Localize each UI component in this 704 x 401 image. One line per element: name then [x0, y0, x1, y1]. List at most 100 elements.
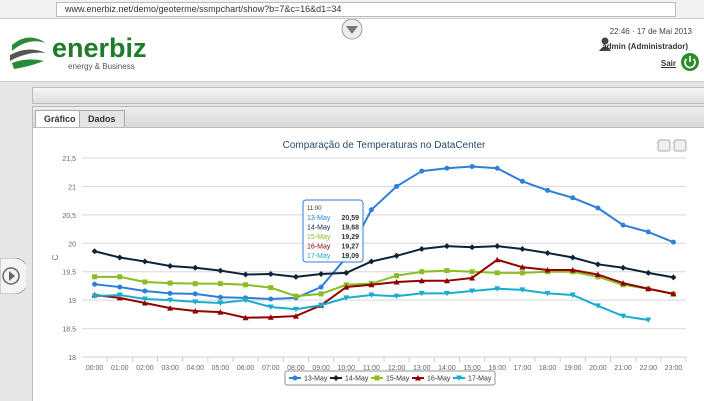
- tab[interactable]: Dados: [79, 110, 125, 127]
- point: [394, 273, 400, 279]
- y-tick-label: 19: [68, 298, 76, 305]
- side-toggle[interactable]: [0, 258, 26, 294]
- point: [393, 252, 400, 259]
- point: [117, 274, 123, 280]
- point: [519, 178, 525, 184]
- point: [192, 281, 198, 287]
- legend-symbol: [456, 375, 462, 381]
- address-bar[interactable]: www.enerbiz.net/demo/geoterme/ssmpchart/…: [56, 2, 676, 17]
- legend-label: 17-May: [468, 376, 492, 383]
- legend-symbol: [292, 375, 298, 381]
- legend-label: 16-May: [427, 376, 451, 383]
- point: [92, 281, 98, 287]
- point: [620, 313, 627, 320]
- point: [141, 296, 148, 303]
- x-tick-label: 05:00: [212, 365, 230, 372]
- point: [217, 309, 224, 315]
- datetime: 22:46 · 17 de Mai 2013: [609, 27, 692, 36]
- point: [167, 280, 173, 286]
- point: [494, 270, 500, 276]
- point: [494, 243, 501, 250]
- tooltip: 11:00 13-May 20,59 14-May 19,68 15-May 19,29 16…: [302, 199, 364, 263]
- point: [343, 295, 350, 301]
- point: [267, 270, 274, 277]
- point: [595, 205, 601, 211]
- export-button[interactable]: [673, 139, 687, 152]
- point: [267, 304, 274, 310]
- tooltip-value: 19,68: [341, 225, 359, 232]
- point: [192, 264, 199, 271]
- tooltip-name: 17-May: [307, 253, 331, 260]
- point: [519, 270, 525, 276]
- point: [116, 292, 123, 299]
- tooltip-box: [302, 199, 364, 263]
- logo[interactable]: enerbiz: [52, 33, 147, 63]
- legend-item[interactable]: 13-May: [289, 375, 328, 383]
- point: [544, 249, 551, 256]
- point: [292, 313, 299, 319]
- x-tick-label: 18:00: [539, 365, 557, 372]
- point: [620, 222, 626, 228]
- point: [620, 264, 627, 271]
- point: [469, 274, 476, 281]
- chart: Comparação de Temperaturas no DataCenter…: [36, 128, 704, 401]
- x-tick-label: 15:00: [463, 365, 481, 372]
- point: [670, 274, 677, 281]
- legend-item[interactable]: 16-May: [412, 375, 451, 383]
- legend-label: 14-May: [345, 376, 369, 383]
- point: [142, 288, 148, 294]
- point: [117, 284, 123, 290]
- legend-item[interactable]: 17-May: [453, 375, 492, 383]
- x-tick-label: 19:00: [564, 365, 582, 372]
- point: [142, 279, 148, 285]
- header: enerbiz energy & Business 22:46 · 17 de …: [0, 19, 704, 82]
- series-line: [94, 269, 674, 298]
- y-axis-label: C: [51, 254, 60, 260]
- point: [292, 273, 299, 280]
- point: [167, 290, 173, 296]
- legend-item[interactable]: 15-May: [371, 375, 410, 383]
- logo-icon: [10, 37, 46, 69]
- x-tick-label: 01:00: [111, 365, 129, 372]
- point: [620, 280, 627, 286]
- chart-title: Comparação de Temperaturas no DataCenter: [283, 140, 486, 151]
- point: [217, 294, 223, 300]
- x-tick-label: 02:00: [136, 365, 154, 372]
- point: [519, 245, 526, 252]
- user-name[interactable]: admin (Administrador): [602, 42, 688, 51]
- x-tick-label: 12:00: [388, 365, 406, 372]
- x-tick-label: 17:00: [514, 365, 532, 372]
- legend-item[interactable]: 14-May: [330, 375, 369, 383]
- point: [217, 281, 223, 287]
- legend-box: [284, 370, 496, 386]
- tab[interactable]: Gráfico: [35, 110, 85, 127]
- point: [443, 290, 450, 297]
- legend-label: 13-May: [304, 376, 328, 383]
- point: [545, 187, 551, 193]
- point: [544, 290, 551, 297]
- print-button[interactable]: [657, 139, 671, 152]
- point: [670, 239, 676, 245]
- power-button[interactable]: [680, 52, 700, 72]
- point: [368, 281, 375, 288]
- point: [368, 207, 374, 213]
- point: [343, 269, 350, 276]
- point: [494, 256, 501, 263]
- browser-bar: www.enerbiz.net/demo/geoterme/ssmpchart/…: [0, 0, 704, 19]
- point: [92, 274, 98, 280]
- y-tick-label: 21: [68, 184, 76, 191]
- point: [469, 164, 475, 170]
- point: [443, 243, 450, 250]
- x-tick-label: 13:00: [413, 365, 431, 372]
- tagline: energy & Business: [68, 62, 135, 71]
- logout-link[interactable]: Sair: [660, 59, 676, 68]
- point: [268, 285, 274, 291]
- point: [594, 271, 601, 278]
- tooltip-name: 15-May: [307, 234, 331, 241]
- point: [670, 290, 677, 297]
- legend-symbol: [374, 375, 380, 381]
- collapse-button[interactable]: [336, 19, 368, 43]
- point: [443, 277, 450, 284]
- point: [469, 269, 475, 275]
- point: [645, 229, 651, 235]
